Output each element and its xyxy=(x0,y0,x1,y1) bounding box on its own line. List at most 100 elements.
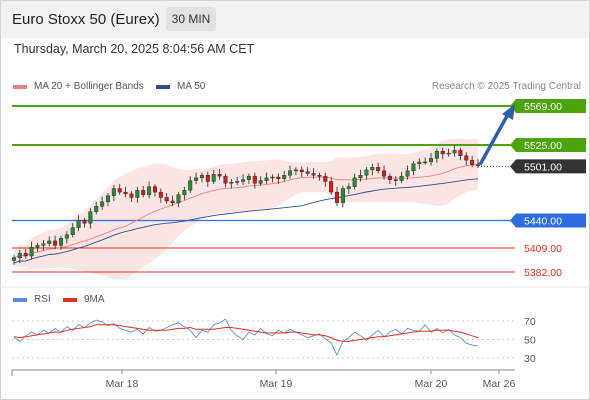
forecast-arrow-head xyxy=(502,104,515,120)
candle-body xyxy=(329,181,334,193)
x-tick-label-0: Mar 18 xyxy=(106,378,139,390)
candle-body xyxy=(293,169,298,172)
candle-body xyxy=(41,243,46,246)
candle-body xyxy=(64,234,69,239)
candle-body xyxy=(429,158,434,163)
legend-ma50-label: MA 50 xyxy=(177,81,206,92)
candle-body xyxy=(58,238,63,246)
candle-body xyxy=(141,190,146,195)
candle-body xyxy=(123,191,128,195)
candle-body xyxy=(317,175,322,177)
level-label-5501.00: 5501.00 xyxy=(524,161,562,173)
candle-body xyxy=(405,170,410,177)
candle-body xyxy=(264,177,269,181)
candle-body xyxy=(158,191,163,198)
rsi-tick-70: 70 xyxy=(524,316,536,328)
candle-body xyxy=(352,177,357,187)
candle-body xyxy=(88,211,93,224)
candle-body xyxy=(117,188,122,193)
timestamp: Thursday, March 20, 2025 8:04:56 AM CET xyxy=(14,42,255,56)
rsi-tick-50: 50 xyxy=(524,335,536,347)
candle-body xyxy=(376,167,381,172)
candle-body xyxy=(423,161,428,164)
legend-9ma-label: 9MA xyxy=(84,294,105,305)
candle-body xyxy=(29,246,34,257)
candle-body xyxy=(47,240,52,244)
candle-body xyxy=(211,174,216,182)
candle-body xyxy=(217,174,222,177)
candle-body xyxy=(476,164,481,166)
candle-body xyxy=(129,193,134,198)
header-bar: Euro Stoxx 50 (Eurex) 30 MIN xyxy=(1,1,589,38)
candle-body xyxy=(323,175,328,182)
candle-body xyxy=(417,161,422,164)
level-tag-5525.00 xyxy=(516,138,586,153)
candle-body xyxy=(399,175,404,181)
candle-body xyxy=(411,163,416,172)
candle-body xyxy=(17,253,22,258)
candle-body xyxy=(11,257,16,261)
level-label-5569.00: 5569.00 xyxy=(524,101,562,113)
candle-body xyxy=(458,150,463,156)
candle-body xyxy=(393,179,398,181)
candle-body xyxy=(446,152,451,155)
candle-body xyxy=(276,176,281,179)
level-tag-pointer-5525.00 xyxy=(510,138,516,153)
x-tick-label-1: Mar 19 xyxy=(260,378,293,390)
candle-body xyxy=(35,245,40,248)
forecast-arrow-line xyxy=(478,115,509,166)
ma50-line xyxy=(13,178,479,264)
legend-ma20: MA 20 + Bollinger Bands xyxy=(13,81,144,92)
candle-body xyxy=(23,253,28,257)
legend-rsi-label: RSI xyxy=(34,294,51,305)
candle-body xyxy=(164,197,169,202)
candle-body xyxy=(270,176,275,179)
candle-body xyxy=(199,175,204,179)
candle-body xyxy=(288,170,293,176)
candle-body xyxy=(252,175,257,184)
legend-ma50: MA 50 xyxy=(156,81,205,92)
legend-ma20-label: MA 20 + Bollinger Bands xyxy=(34,81,144,92)
level-label-5382.00: 5382.00 xyxy=(524,267,562,279)
candle-body xyxy=(188,180,193,191)
level-label-5525.00: 5525.00 xyxy=(524,140,562,152)
candle-body xyxy=(152,186,157,193)
candle-body xyxy=(346,186,351,189)
candle-body xyxy=(182,190,187,195)
legend-9ma: 9MA xyxy=(63,294,105,305)
candle-body xyxy=(135,190,140,198)
candle-body xyxy=(147,186,152,195)
candle-body xyxy=(311,173,316,176)
9ma-swatch xyxy=(63,297,77,302)
x-tick-label-2: Mar 20 xyxy=(415,378,448,390)
candle-body xyxy=(440,151,445,155)
x-tick-label-3: Mar 26 xyxy=(483,378,516,390)
candle-body xyxy=(70,227,75,235)
candle-body xyxy=(358,175,363,179)
candle-body xyxy=(53,240,58,246)
candle-body xyxy=(246,175,251,180)
level-label-5409.00: 5409.00 xyxy=(524,243,562,255)
candle-body xyxy=(387,175,392,180)
candle-body xyxy=(335,191,340,203)
level-label-5440.00: 5440.00 xyxy=(524,216,562,228)
candle-body xyxy=(194,177,199,181)
candle-body xyxy=(282,175,287,179)
candle-body xyxy=(235,181,240,183)
level-tag-pointer-5501.00 xyxy=(510,159,516,174)
candle-body xyxy=(464,155,469,161)
candle-body xyxy=(258,180,263,184)
ma20-swatch xyxy=(13,84,27,89)
timeframe-button[interactable]: 30 MIN xyxy=(166,7,216,31)
legend-rsi: RSI xyxy=(13,294,51,305)
candle-body xyxy=(205,175,210,182)
candle-body xyxy=(170,200,175,203)
instrument-title: Euro Stoxx 50 (Eurex) xyxy=(12,11,160,28)
candle-body xyxy=(100,201,105,207)
candle-body xyxy=(364,169,369,176)
candle-body xyxy=(94,206,99,212)
rsi-tick-30: 30 xyxy=(524,353,536,365)
candle-body xyxy=(452,150,457,154)
candle-body xyxy=(223,175,228,184)
